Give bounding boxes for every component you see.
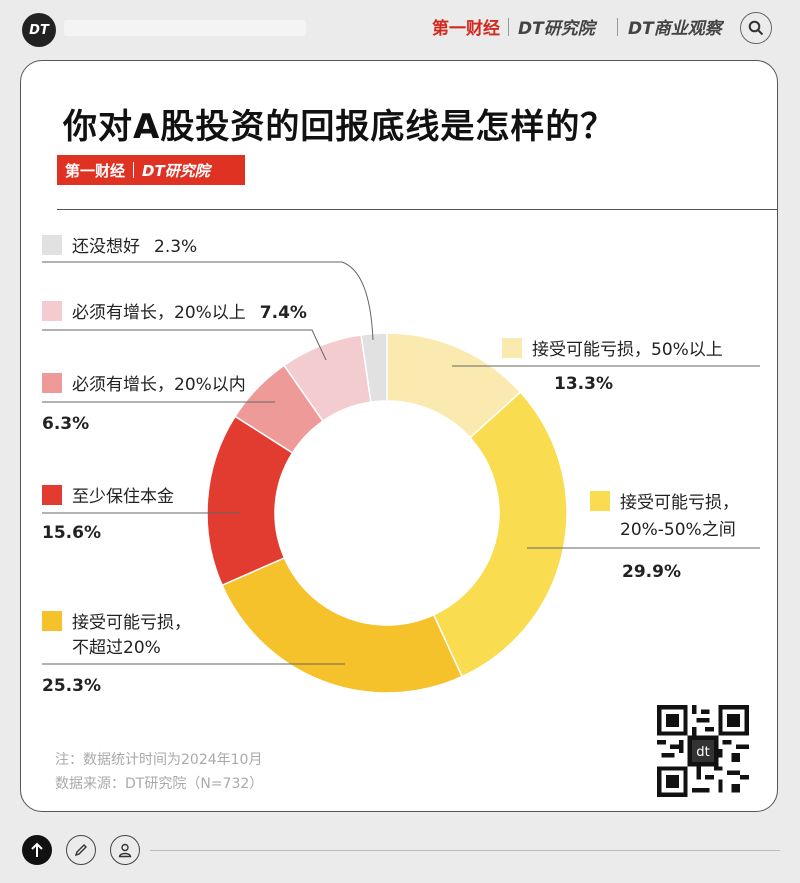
user-icon [118,843,132,858]
brand-badge: 第一财经 DT研究院 [57,155,245,185]
leader-growth-above-20 [42,329,327,361]
pencil-icon [74,844,87,857]
brand-badge-dt: DT研究院 [142,161,210,180]
label-growth-within-20: 必须有增长，20%以内 [42,373,246,396]
arrow-up-icon [31,842,43,857]
label-loss-20-50: 接受可能亏损， [590,491,739,514]
slice-undecided [360,332,388,404]
value-loss-above-50: 13.3% [554,374,613,394]
label-loss-above-50: 接受可能亏损，50%以上 [502,338,723,361]
slice-loss-under-20 [221,556,464,694]
bottom-bar [0,822,800,883]
page-title: 你对A股投资的回报底线是怎样的？ [63,107,616,147]
legend-swatch [42,373,62,393]
brand-yicai: 第一财经 [432,19,500,39]
separator [508,18,509,36]
search-button[interactable] [740,12,772,44]
legend-swatch [502,338,522,358]
separator [133,162,135,178]
search-icon [748,20,764,36]
svg-text:dt: dt [696,745,709,760]
top-bar: DT 第一财经 DT研究院 DT商业观察 [0,0,800,56]
brand-dt-research: DT研究院 [518,19,595,39]
label-keep-principal: 至少保住本金 [42,485,174,508]
scroll-top-button[interactable] [22,835,52,865]
top-placeholder [64,20,306,36]
value-growth-within-20: 6.3% [42,414,90,434]
value-loss-under-20: 25.3% [42,676,101,696]
edit-button[interactable] [66,835,96,865]
legend-swatch [42,301,62,321]
brand-dt-business: DT商业观察 [628,19,722,39]
label-loss-under-20: 接受可能亏损， [42,611,191,634]
divider [150,850,780,851]
slice-loss-20-50 [432,391,568,678]
avatar[interactable]: DT [22,13,56,47]
label-growth-above-20: 必须有增长，20%以上 7.4% [42,301,307,324]
legend-swatch [42,235,62,255]
separator [617,18,618,36]
value-loss-20-50: 29.9% [622,562,681,582]
leader-undecided [42,261,374,341]
legend-swatch [42,485,62,505]
legend-swatch [42,611,62,631]
label-loss-20-50-line2: 20%-50%之间 [620,520,736,540]
value-undecided: 2.3% [154,237,198,257]
label-loss-under-20-line2: 不超过20% [72,638,161,658]
qr-code[interactable]: dt [657,705,749,797]
note-source: 数据来源：DT研究院（N=732） [55,776,264,792]
divider [57,209,777,210]
profile-button[interactable] [110,835,140,865]
value-growth-above-20: 7.4% [259,303,307,323]
legend-swatch [590,491,610,511]
note-date: 注：数据统计时间为2024年10月 [55,752,263,768]
value-keep-principal: 15.6% [42,523,101,543]
brand-badge-yicai: 第一财经 [65,161,126,180]
label-undecided: 还没想好 2.3% [42,235,197,258]
